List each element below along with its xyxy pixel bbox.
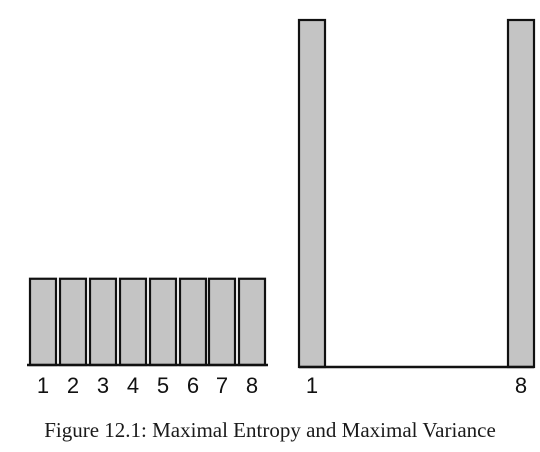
left-bar-5: [148, 277, 178, 367]
figure-caption: Figure 12.1: Maximal Entropy and Maximal…: [44, 418, 496, 442]
left-bar-4: [118, 277, 148, 367]
left-tick-label-5: 5: [157, 373, 169, 398]
left-bar-3: [88, 277, 118, 367]
left-bar-6: [178, 277, 208, 367]
left-tick-label-7: 7: [216, 373, 228, 398]
right-tick-label-8: 8: [515, 373, 527, 398]
left-tick-label-3: 3: [97, 373, 109, 398]
right-tick-label-1: 1: [306, 373, 318, 398]
left-tick-label-6: 6: [187, 373, 199, 398]
right-bar-8: [506, 18, 536, 369]
left-bar-7: [207, 277, 237, 367]
left-tick-label-4: 4: [127, 373, 139, 398]
left-tick-label-8: 8: [246, 373, 258, 398]
left-bar-8: [237, 277, 267, 367]
left-tick-label-2: 2: [67, 373, 79, 398]
left-bar-1: [28, 277, 58, 367]
left-bar-2: [58, 277, 88, 367]
left-tick-label-1: 1: [37, 373, 49, 398]
right-bar-1: [297, 18, 327, 369]
